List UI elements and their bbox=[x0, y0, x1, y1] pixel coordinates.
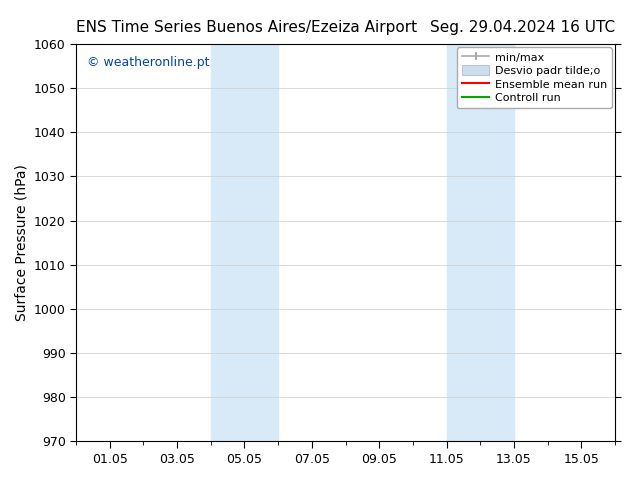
Legend: min/max, Desvio padr tilde;o, Ensemble mean run, Controll run: min/max, Desvio padr tilde;o, Ensemble m… bbox=[457, 48, 612, 108]
Bar bbox=[446, 44, 514, 441]
Text: ENS Time Series Buenos Aires/Ezeiza Airport: ENS Time Series Buenos Aires/Ezeiza Airp… bbox=[76, 20, 417, 35]
Text: © weatheronline.pt: © weatheronline.pt bbox=[87, 56, 209, 69]
Y-axis label: Surface Pressure (hPa): Surface Pressure (hPa) bbox=[14, 164, 29, 321]
Text: Seg. 29.04.2024 16 UTC: Seg. 29.04.2024 16 UTC bbox=[430, 20, 615, 35]
Bar bbox=[210, 44, 278, 441]
